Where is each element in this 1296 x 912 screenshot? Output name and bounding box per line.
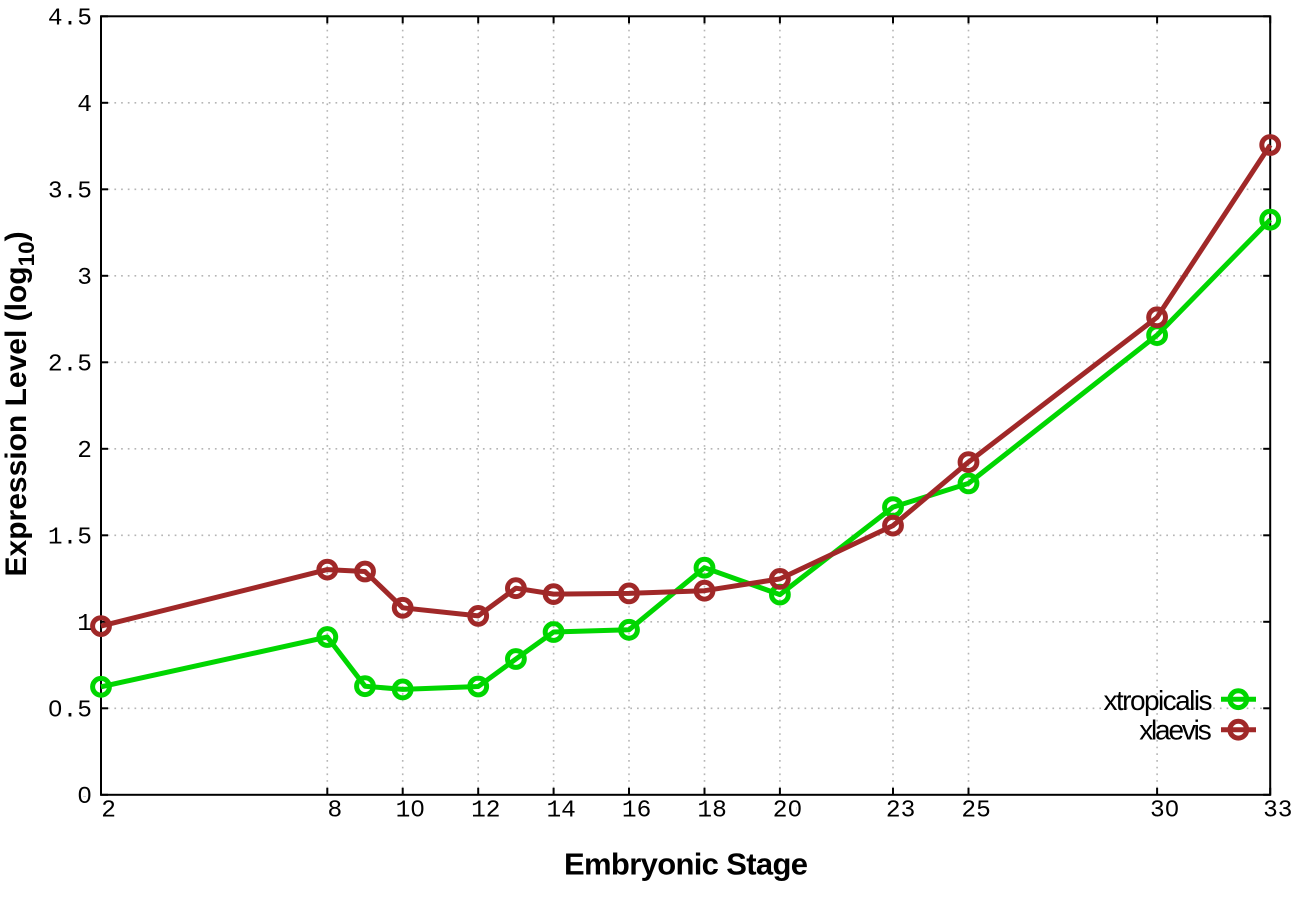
svg-text:0.5: 0.5 <box>48 698 92 725</box>
svg-text:2: 2 <box>101 798 116 825</box>
svg-text:3: 3 <box>77 265 92 292</box>
svg-text:20: 20 <box>773 798 802 825</box>
svg-text:10: 10 <box>396 798 425 825</box>
svg-text:14: 14 <box>546 798 575 825</box>
svg-text:0: 0 <box>77 784 92 811</box>
svg-text:16: 16 <box>622 798 651 825</box>
svg-text:xtropicalis: xtropicalis <box>1104 685 1213 716</box>
svg-text:4: 4 <box>77 92 92 119</box>
svg-text:2.5: 2.5 <box>48 352 92 379</box>
svg-text:Expression Level (log10): Expression Level (log10) <box>0 231 39 576</box>
svg-text:18: 18 <box>697 798 726 825</box>
svg-text:4.5: 4.5 <box>48 6 92 33</box>
svg-text:1.5: 1.5 <box>48 525 92 552</box>
svg-text:25: 25 <box>961 798 990 825</box>
svg-text:33: 33 <box>1263 798 1292 825</box>
svg-text:Embryonic Stage: Embryonic Stage <box>564 847 808 882</box>
svg-text:2: 2 <box>77 438 92 465</box>
svg-text:23: 23 <box>886 798 915 825</box>
svg-text:8: 8 <box>328 798 343 825</box>
svg-text:3.5: 3.5 <box>48 179 92 206</box>
svg-text:xlaevis: xlaevis <box>1139 715 1212 746</box>
svg-text:30: 30 <box>1150 798 1179 825</box>
svg-text:1: 1 <box>77 611 92 638</box>
svg-text:12: 12 <box>471 798 500 825</box>
